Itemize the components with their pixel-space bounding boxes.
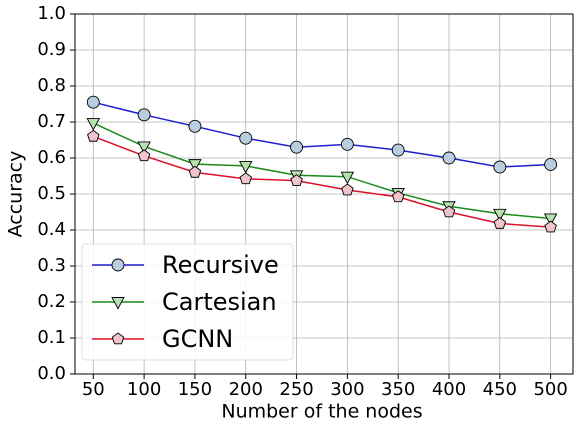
marker — [544, 220, 557, 233]
y-tick-label: 0.2 — [37, 291, 66, 312]
x-tick-label: 250 — [279, 379, 313, 400]
marker — [341, 183, 354, 196]
y-tick-label: 0.4 — [37, 219, 66, 240]
y-tick-label: 0.8 — [37, 75, 66, 96]
marker — [290, 174, 303, 186]
series-line — [92, 122, 551, 220]
marker — [137, 141, 151, 155]
legend-label: GCNN — [162, 325, 233, 353]
y-tick-label: 0.9 — [37, 39, 66, 60]
marker — [493, 216, 507, 229]
plot-frame — [74, 13, 574, 375]
marker — [86, 118, 101, 131]
x-tick-label: 400 — [432, 379, 466, 400]
legend-label: Recursive — [162, 251, 279, 279]
marker — [290, 140, 304, 154]
y-tick-label: 0.3 — [37, 255, 66, 276]
marker — [238, 160, 253, 174]
marker — [239, 131, 253, 145]
marker — [442, 151, 456, 165]
marker — [544, 158, 558, 171]
y-tick-label: 0.0 — [37, 363, 66, 384]
marker — [137, 108, 151, 122]
marker — [239, 172, 252, 185]
legend-box — [81, 243, 294, 361]
y-tick-label: 1.0 — [37, 3, 66, 24]
marker — [188, 119, 202, 133]
legend: Recursive Cartesian GCNN — [81, 243, 294, 361]
marker — [188, 165, 202, 178]
y-tick-label: 0.1 — [37, 327, 66, 348]
y-axis-label: Accuracy — [5, 151, 27, 238]
marker — [493, 160, 507, 174]
marker — [493, 208, 507, 222]
marker — [543, 213, 558, 227]
marker — [391, 190, 405, 203]
marker — [391, 143, 405, 157]
x-tick-label: 50 — [82, 379, 105, 400]
marker — [111, 297, 125, 310]
x-tick-label: 450 — [483, 379, 517, 400]
marker — [87, 129, 100, 142]
marker — [86, 95, 100, 109]
x-tick-label: 150 — [178, 379, 212, 400]
marker — [340, 137, 354, 151]
marker — [111, 332, 125, 345]
x-tick-label: 200 — [229, 379, 263, 400]
marker — [137, 149, 151, 162]
marker — [111, 258, 125, 272]
x-tick-label: 100 — [127, 379, 161, 400]
y-tick-label: 0.6 — [37, 147, 66, 168]
marker — [442, 205, 456, 218]
x-tick-label: 350 — [381, 379, 415, 400]
legend-label: Cartesian — [162, 288, 277, 316]
y-tick-label: 0.7 — [37, 111, 66, 132]
y-tick-label: 0.5 — [37, 183, 66, 204]
marker — [188, 159, 202, 172]
marker — [340, 171, 355, 185]
series-line — [93, 101, 551, 168]
x-axis-label: Number of the nodes — [221, 401, 422, 423]
x-tick-label: 300 — [330, 379, 364, 400]
series-line — [93, 135, 551, 228]
x-tick-label: 500 — [533, 379, 567, 400]
